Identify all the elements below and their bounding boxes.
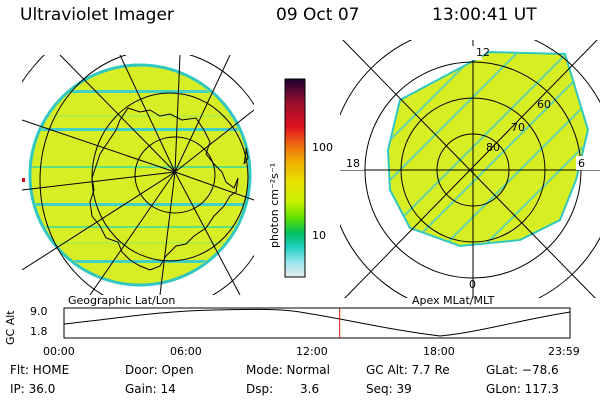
ip-info: IP: 36.0 (10, 382, 56, 396)
door-info: Door: Open (125, 363, 194, 377)
polar-map (340, 40, 600, 298)
dsp-label: Dsp: (246, 382, 274, 396)
mlat-label-60: 60 (537, 98, 551, 111)
mlat-label-80: 80 (486, 141, 500, 154)
mode-info: Mode: Normal (246, 363, 330, 377)
geographic-map (22, 55, 254, 295)
gain-info: Gain: 14 (125, 382, 176, 396)
altitude-plot (63, 307, 571, 339)
alt-xtick-1800: 18:00 (423, 345, 455, 358)
time-label: 13:00:41 UT (432, 5, 537, 25)
alt-xtick-2359: 23:59 (548, 345, 580, 358)
app-title: Ultraviolet Imager (20, 5, 174, 25)
right-map-caption: Apex MLat/MLT (412, 294, 495, 307)
altitude-curve (63, 308, 571, 337)
colorbar-tick-100: 100 (312, 141, 333, 154)
mlt-label-6: 6 (578, 157, 585, 170)
mlt-label-18: 18 (346, 157, 360, 170)
left-map-caption: Geographic Lat/Lon (68, 294, 176, 307)
glat-info: GLat: −78.6 (486, 363, 559, 377)
alt-xtick-1200: 12:00 (296, 345, 328, 358)
colorbar (284, 78, 306, 278)
alt-xtick-0000: 00:00 (43, 345, 75, 358)
mlat-label-70: 70 (511, 121, 525, 134)
dsp-value: 3.6 (300, 382, 320, 396)
date-label: 09 Oct 07 (276, 5, 360, 25)
alt-ytick-1-8: 1.8 (30, 325, 48, 338)
alt-ylabel: GC Alt (4, 310, 17, 345)
glon-info: GLon: 117.3 (486, 382, 559, 396)
gc-alt-info: GC Alt: 7.7 Re (366, 363, 450, 377)
flight-info: Flt: HOME (10, 363, 70, 377)
mlt-label-12: 12 (476, 46, 490, 59)
alt-ytick-9: 9.0 (30, 305, 48, 318)
alt-xtick-0600: 06:00 (170, 345, 202, 358)
colorbar-tick-10: 10 (312, 229, 326, 242)
colorbar-unit-label: photon cm⁻²s⁻¹ (268, 162, 281, 248)
seq-info: Seq: 39 (366, 382, 412, 396)
mlt-label-0: 0 (469, 278, 476, 291)
